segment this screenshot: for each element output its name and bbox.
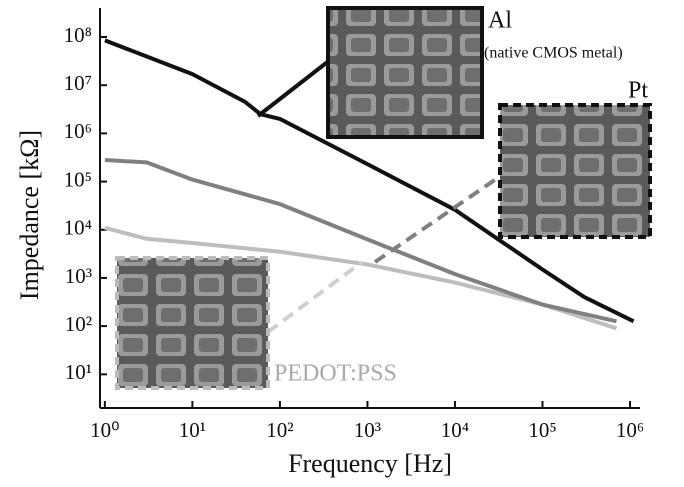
y-tick-label: 10⁶ bbox=[64, 119, 92, 143]
y-axis-title: Impedance [kΩ] bbox=[15, 130, 44, 300]
connector bbox=[256, 58, 332, 118]
y-tick-label: 10³ bbox=[65, 264, 92, 288]
y-tick-label: 10⁷ bbox=[64, 71, 92, 95]
pedot-label: PEDOT:PSS bbox=[274, 361, 397, 387]
pedot-inset bbox=[115, 256, 270, 390]
y-tick-label: 10⁸ bbox=[64, 23, 92, 47]
connector bbox=[373, 173, 504, 264]
al-inset bbox=[326, 6, 484, 139]
pt-inset bbox=[498, 103, 652, 239]
insets bbox=[115, 6, 652, 390]
x-tick-label: 10⁶ bbox=[616, 418, 644, 442]
x-tick-label: 10⁵ bbox=[528, 418, 556, 442]
series-line bbox=[104, 158, 617, 324]
x-tick-label: 10⁰ bbox=[90, 418, 119, 442]
pt-label: Pt bbox=[628, 78, 648, 104]
plot-area: 10⁰ 10¹ 10² 10³ 10⁴ 10⁵ 10⁶ 10¹ 10² 10³ 10⁴ 10⁵ 10⁶ 1… bbox=[64, 8, 644, 442]
y-tick-label: 10² bbox=[65, 312, 92, 336]
x-tick-label: 10¹ bbox=[179, 418, 206, 442]
y-tick-label: 10¹ bbox=[65, 360, 92, 384]
connector bbox=[266, 260, 364, 334]
y-tick-label: 10⁴ bbox=[64, 216, 92, 240]
series-line bbox=[104, 38, 635, 324]
x-tick-label: 10⁴ bbox=[441, 418, 469, 442]
al-label: Al bbox=[488, 8, 512, 34]
x-tick-label: 10³ bbox=[354, 418, 381, 442]
al-note: (native CMOS metal) bbox=[484, 45, 623, 62]
x-axis-title: Frequency [Hz] bbox=[288, 449, 452, 478]
x-tick-label: 10² bbox=[266, 418, 293, 442]
y-tick-label: 10⁵ bbox=[64, 167, 92, 191]
